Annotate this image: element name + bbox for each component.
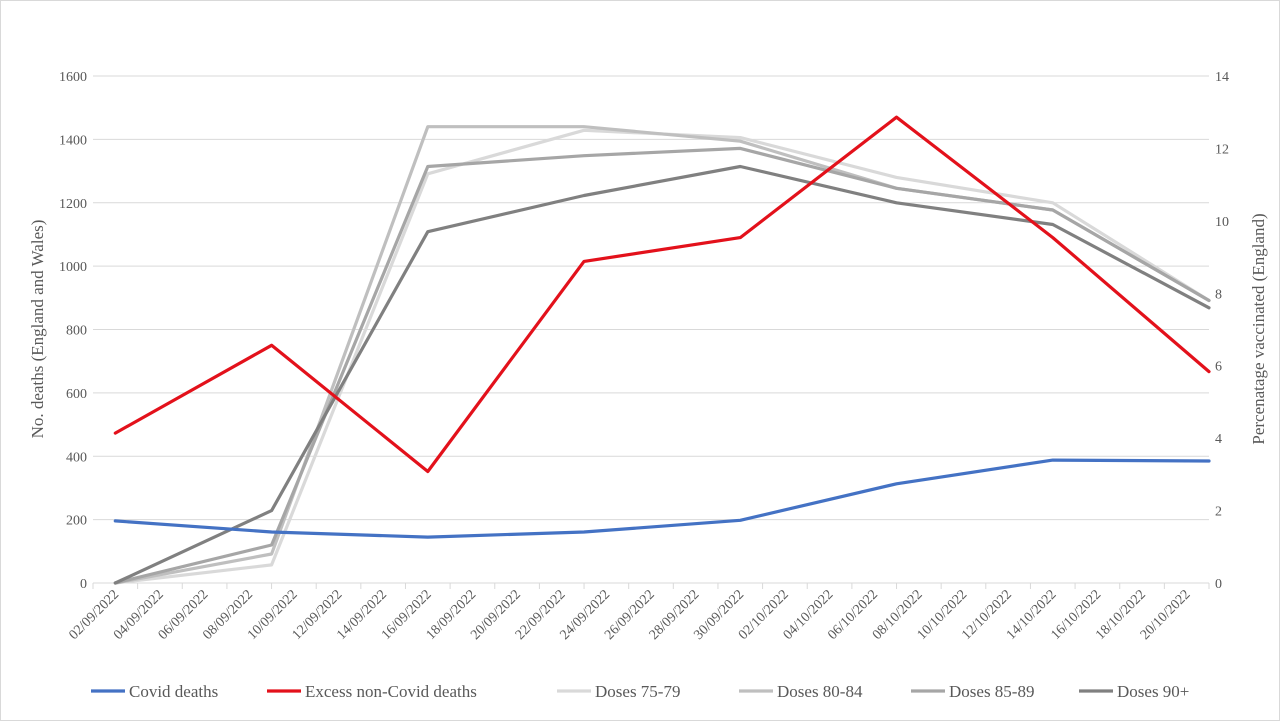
y-tick-label: 1400	[59, 133, 87, 148]
series-line-6	[113, 164, 1211, 585]
y2-tick-label: 2	[1215, 505, 1222, 520]
legend-label: Doses 75-79	[595, 682, 680, 701]
y2-tick-label: 12	[1215, 142, 1229, 157]
y-tick-label: 400	[66, 450, 87, 465]
y-tick-label: 600	[66, 387, 87, 402]
series-line-4	[113, 125, 1211, 585]
y2-tick-label: 10	[1215, 215, 1229, 230]
x-axis	[92, 582, 1210, 589]
series-line-1	[113, 458, 1211, 539]
y-tick-label: 800	[66, 324, 87, 339]
y-axis-right: 0 2 4 6 8 10 12 14	[1215, 70, 1229, 592]
y-axis-left: 0 200 400 600 800 1000 1200 1400 1600	[59, 70, 87, 592]
legend-label: Excess non-Covid deaths	[305, 682, 477, 701]
y-tick-label: 200	[66, 514, 87, 529]
legend-label: Doses 80-84	[777, 682, 863, 701]
series-line-2	[113, 115, 1211, 474]
y-tick-label: 1600	[59, 70, 87, 85]
y-tick-label: 0	[80, 577, 87, 592]
legend: Covid deaths Excess non-Covid deaths Doses…	[91, 682, 1189, 701]
legend-label: Doses 85-89	[949, 682, 1034, 701]
y2-tick-label: 6	[1215, 360, 1222, 375]
series-line-3	[113, 128, 1211, 585]
x-tick-labels: 02/09/202204/09/202206/09/202208/09/2022…	[66, 587, 1193, 643]
y-tick-label: 1000	[59, 260, 87, 275]
legend-label: Covid deaths	[129, 682, 218, 701]
y2-tick-label: 0	[1215, 577, 1222, 592]
series-line-5	[113, 146, 1211, 585]
y2-tick-label: 14	[1215, 70, 1229, 85]
y-tick-label: 1200	[59, 197, 87, 212]
legend-label: Doses 90+	[1117, 682, 1189, 701]
y2-tick-label: 4	[1215, 432, 1222, 447]
gridlines	[93, 75, 1209, 521]
y2-tick-label: 8	[1215, 287, 1222, 302]
series-lines	[113, 115, 1211, 585]
y-axis-title: No. deaths (England and Wales)	[28, 220, 47, 439]
y2-axis-title: Percenatage vaccinated (England)	[1249, 213, 1268, 444]
